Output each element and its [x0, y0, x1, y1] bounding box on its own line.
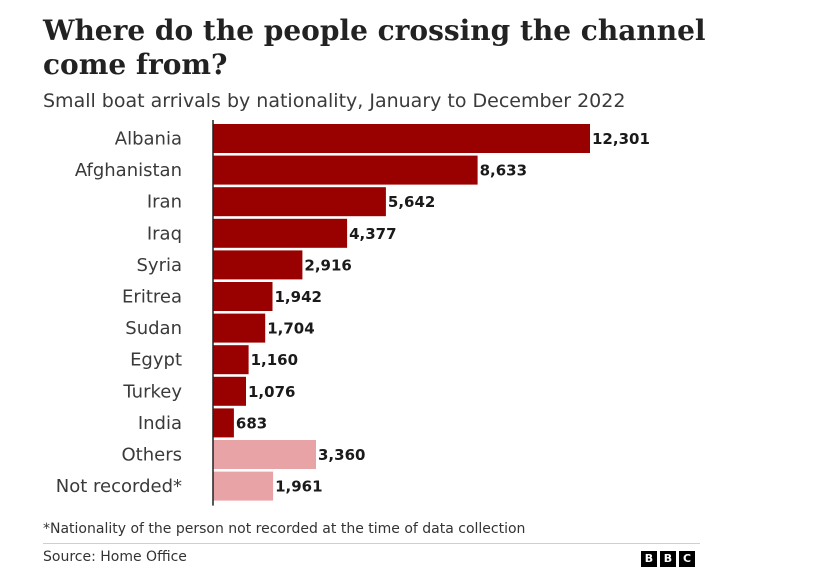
value-label-sudan: 1,704	[267, 320, 314, 338]
chart-title-line-1: Where do the people crossing the channel	[43, 14, 706, 47]
value-label-iran: 5,642	[388, 193, 435, 211]
bar-iran	[213, 187, 386, 217]
footnote: *Nationality of the person not recorded …	[43, 521, 526, 537]
category-label-iran: Iran	[147, 192, 182, 213]
category-label-syria: Syria	[136, 255, 182, 276]
category-label-afghanistan: Afghanistan	[75, 160, 182, 181]
value-label-others: 3,360	[318, 446, 365, 464]
category-labels: Albania Afghanistan Iran Iraq Syria Eritrea Su…	[56, 129, 183, 498]
category-label-egypt: Egypt	[130, 350, 182, 371]
value-label-afghanistan: 8,633	[480, 162, 527, 180]
value-label-not-recorded: 1,961	[275, 478, 322, 496]
value-label-syria: 2,916	[304, 256, 351, 274]
bar-iraq	[213, 218, 348, 248]
bar-turkey	[213, 376, 246, 406]
bar-chart: Albania Afghanistan Iran Iraq Syria Eritrea Su…	[56, 120, 650, 506]
value-label-eritrea: 1,942	[275, 288, 322, 306]
bbc-logo: B B C	[641, 551, 695, 567]
category-label-others: Others	[122, 445, 183, 466]
footer-divider	[43, 543, 700, 544]
value-label-albania: 12,301	[592, 130, 650, 148]
chart-title-line-2: come from?	[43, 48, 228, 81]
value-label-turkey: 1,076	[248, 383, 295, 401]
bar-eritrea	[213, 282, 273, 311]
bar-others	[213, 440, 316, 469]
bars-group	[213, 124, 590, 501]
category-label-albania: Albania	[115, 129, 182, 150]
logo-letter-2: B	[660, 551, 676, 567]
bar-egypt	[213, 345, 249, 375]
category-label-eritrea: Eritrea	[122, 287, 182, 308]
bar-not-recorded	[213, 471, 274, 501]
source-note: Source: Home Office	[43, 549, 187, 565]
bar-india	[213, 408, 234, 438]
chart-subtitle: Small boat arrivals by nationality, Janu…	[43, 90, 626, 112]
value-label-iraq: 4,377	[349, 225, 396, 243]
chart-title: Where do the people crossing the channel…	[43, 14, 743, 82]
bar-albania	[213, 124, 590, 153]
logo-letter-1: B	[641, 551, 657, 567]
bar-afghanistan	[213, 155, 478, 185]
category-label-sudan: Sudan	[125, 318, 182, 339]
bar-sudan	[213, 313, 266, 343]
category-label-iraq: Iraq	[147, 223, 182, 244]
category-label-not-recorded: Not recorded*	[56, 476, 182, 497]
logo-letter-3: C	[679, 551, 695, 567]
value-label-india: 683	[236, 414, 267, 432]
value-label-egypt: 1,160	[251, 351, 298, 369]
value-labels: 12,301 8,633 5,642 4,377 2,916 1,942 1,704 1,16…	[236, 130, 650, 496]
category-label-india: India	[138, 413, 182, 434]
bar-syria	[213, 250, 303, 280]
category-label-turkey: Turkey	[122, 381, 182, 402]
